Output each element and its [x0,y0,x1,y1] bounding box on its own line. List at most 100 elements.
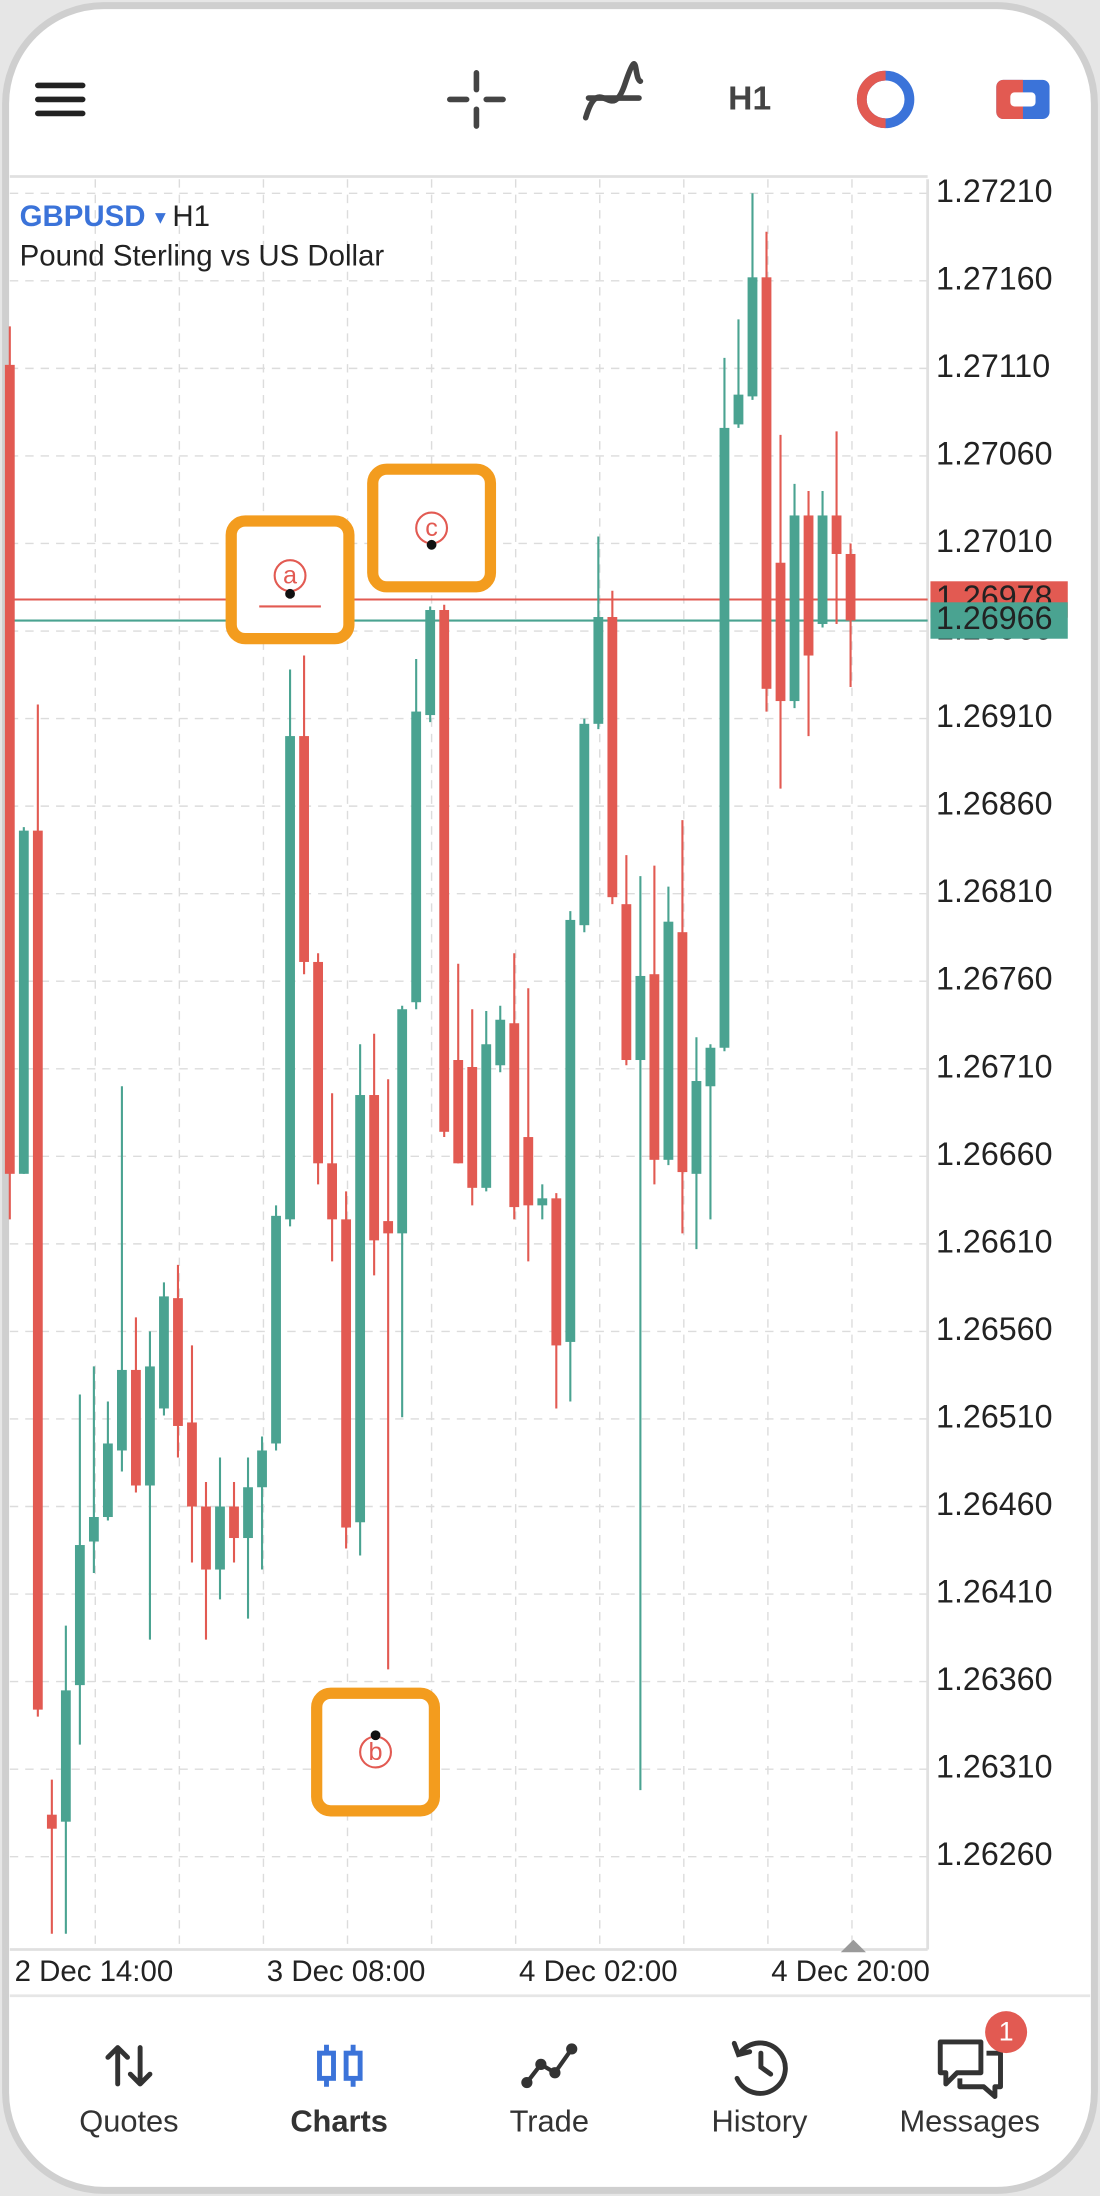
candle-body [411,711,422,1003]
bid-label-bg [930,602,1068,639]
candle-body [271,1215,281,1444]
candle-body [495,1019,506,1066]
candle-body [593,617,604,724]
nav-label[interactable]: Messages [899,2103,1039,2138]
y-tick-label: 1.26910 [936,698,1053,734]
candle-body [88,1517,99,1542]
annotation-point [370,1730,381,1741]
candle-body [789,515,800,702]
y-tick-label: 1.27160 [936,260,1053,296]
nav-label[interactable]: Quotes [79,2103,178,2138]
nav-label[interactable]: History [712,2103,808,2138]
candle-body [102,1443,113,1518]
messages-badge-bg [985,2011,1028,2054]
candle-body [369,1095,380,1241]
x-tick-label: 4 Dec 20:00 [771,1955,930,1988]
one-click-trading-button[interactable] [856,70,915,129]
x-tick-label: 3 Dec 08:00 [267,1955,426,1988]
candle-body [201,1506,211,1570]
candle-body [74,1545,85,1686]
annotation-label[interactable]: a [283,562,298,590]
y-tick-label: 1.26860 [936,786,1053,822]
candle-body [565,919,576,1342]
candle-body [32,830,43,1710]
y-tick-label: 1.26760 [936,961,1053,997]
symbol[interactable]: GBPUSD [20,200,146,233]
y-tick-label: 1.26660 [936,1136,1053,1172]
candle-body [215,1506,225,1570]
candle-body [817,515,828,625]
nav-label[interactable]: Trade [510,2103,589,2138]
bid-label: 1.26966 [936,600,1053,636]
x-tick-label: 4 Dec 02:00 [519,1955,678,1988]
candle-body [453,1060,464,1164]
candle-body [537,1198,548,1206]
annotation-highlight [311,1687,440,1817]
symbol-description: Pound Sterling vs US Dollar [20,239,385,272]
candle-body [803,515,814,656]
messages-icon[interactable] [937,2039,1003,2100]
candle-body [355,1095,366,1523]
chart: 1.27210 1.27160 1.27110 1.27060 1.27010 1.269… [4,173,1068,1988]
candle-body [635,975,646,1061]
candle-body [747,277,758,397]
candle-body [691,1081,702,1174]
annotation-label[interactable]: b [369,1738,383,1766]
candle-body [18,830,29,1174]
candle-body [299,736,309,962]
annotation-highlight [367,463,497,593]
quotes-icon[interactable] [105,2045,153,2087]
y-tick-label: 1.26710 [936,1048,1053,1084]
timeframe-button[interactable]: H1 [728,81,771,118]
candle-body [425,610,436,716]
indicators-button[interactable] [582,61,644,121]
y-tick-label: 1.26310 [936,1749,1053,1785]
candle-body [551,1198,562,1346]
y-tick-label: 1.26560 [936,1311,1053,1347]
y-tick-label: 1.26410 [936,1574,1053,1610]
chart-shift-marker [840,1939,866,1953]
candle-body [187,1422,197,1507]
candle-body [607,617,618,898]
candle-body [145,1366,155,1486]
bottom-nav: Quotes Charts Trade History Messages [79,2103,1040,2138]
trade-icon[interactable] [521,2043,578,2089]
y-tick-label: 1.26260 [936,1836,1053,1872]
candle-body [60,1690,71,1822]
y-tick-label: 1.26510 [936,1398,1053,1434]
candle-body [173,1298,183,1426]
y-tick-label: 1.27210 [936,173,1053,209]
trade-button[interactable] [996,79,1050,120]
history-icon[interactable] [731,2040,788,2096]
candle-body [467,1067,478,1188]
candle-body [229,1506,239,1539]
charts-icon[interactable] [317,2044,363,2087]
chart-timeframe: H1 [172,200,210,233]
candle-body [705,1047,716,1087]
messages-badge: 1 [999,2017,1014,2047]
annotation-point [426,539,437,550]
candle-body [481,1044,492,1188]
y-tick-label: 1.27010 [936,523,1053,559]
symbol-dropdown[interactable]: ▼ [151,207,169,227]
candle-body [649,974,660,1160]
x-tick-label: 2 Dec 14:00 [15,1955,174,1988]
y-tick-label: 1.26360 [936,1661,1053,1697]
y-tick-label: 1.26610 [936,1223,1053,1259]
menu-button[interactable] [35,82,86,117]
candle-body [397,1009,408,1234]
candle-body [439,610,450,1132]
candle-body [775,562,786,702]
y-tick-label: 1.26460 [936,1486,1053,1522]
candle-body [131,1369,141,1486]
candle-body [257,1450,267,1488]
annotation-label[interactable]: c [425,514,438,542]
candle-body [341,1219,352,1528]
crosshair-button[interactable] [447,70,506,129]
candle-body [159,1296,169,1409]
nav-label[interactable]: Charts [290,2103,388,2138]
candle-body [243,1487,253,1539]
